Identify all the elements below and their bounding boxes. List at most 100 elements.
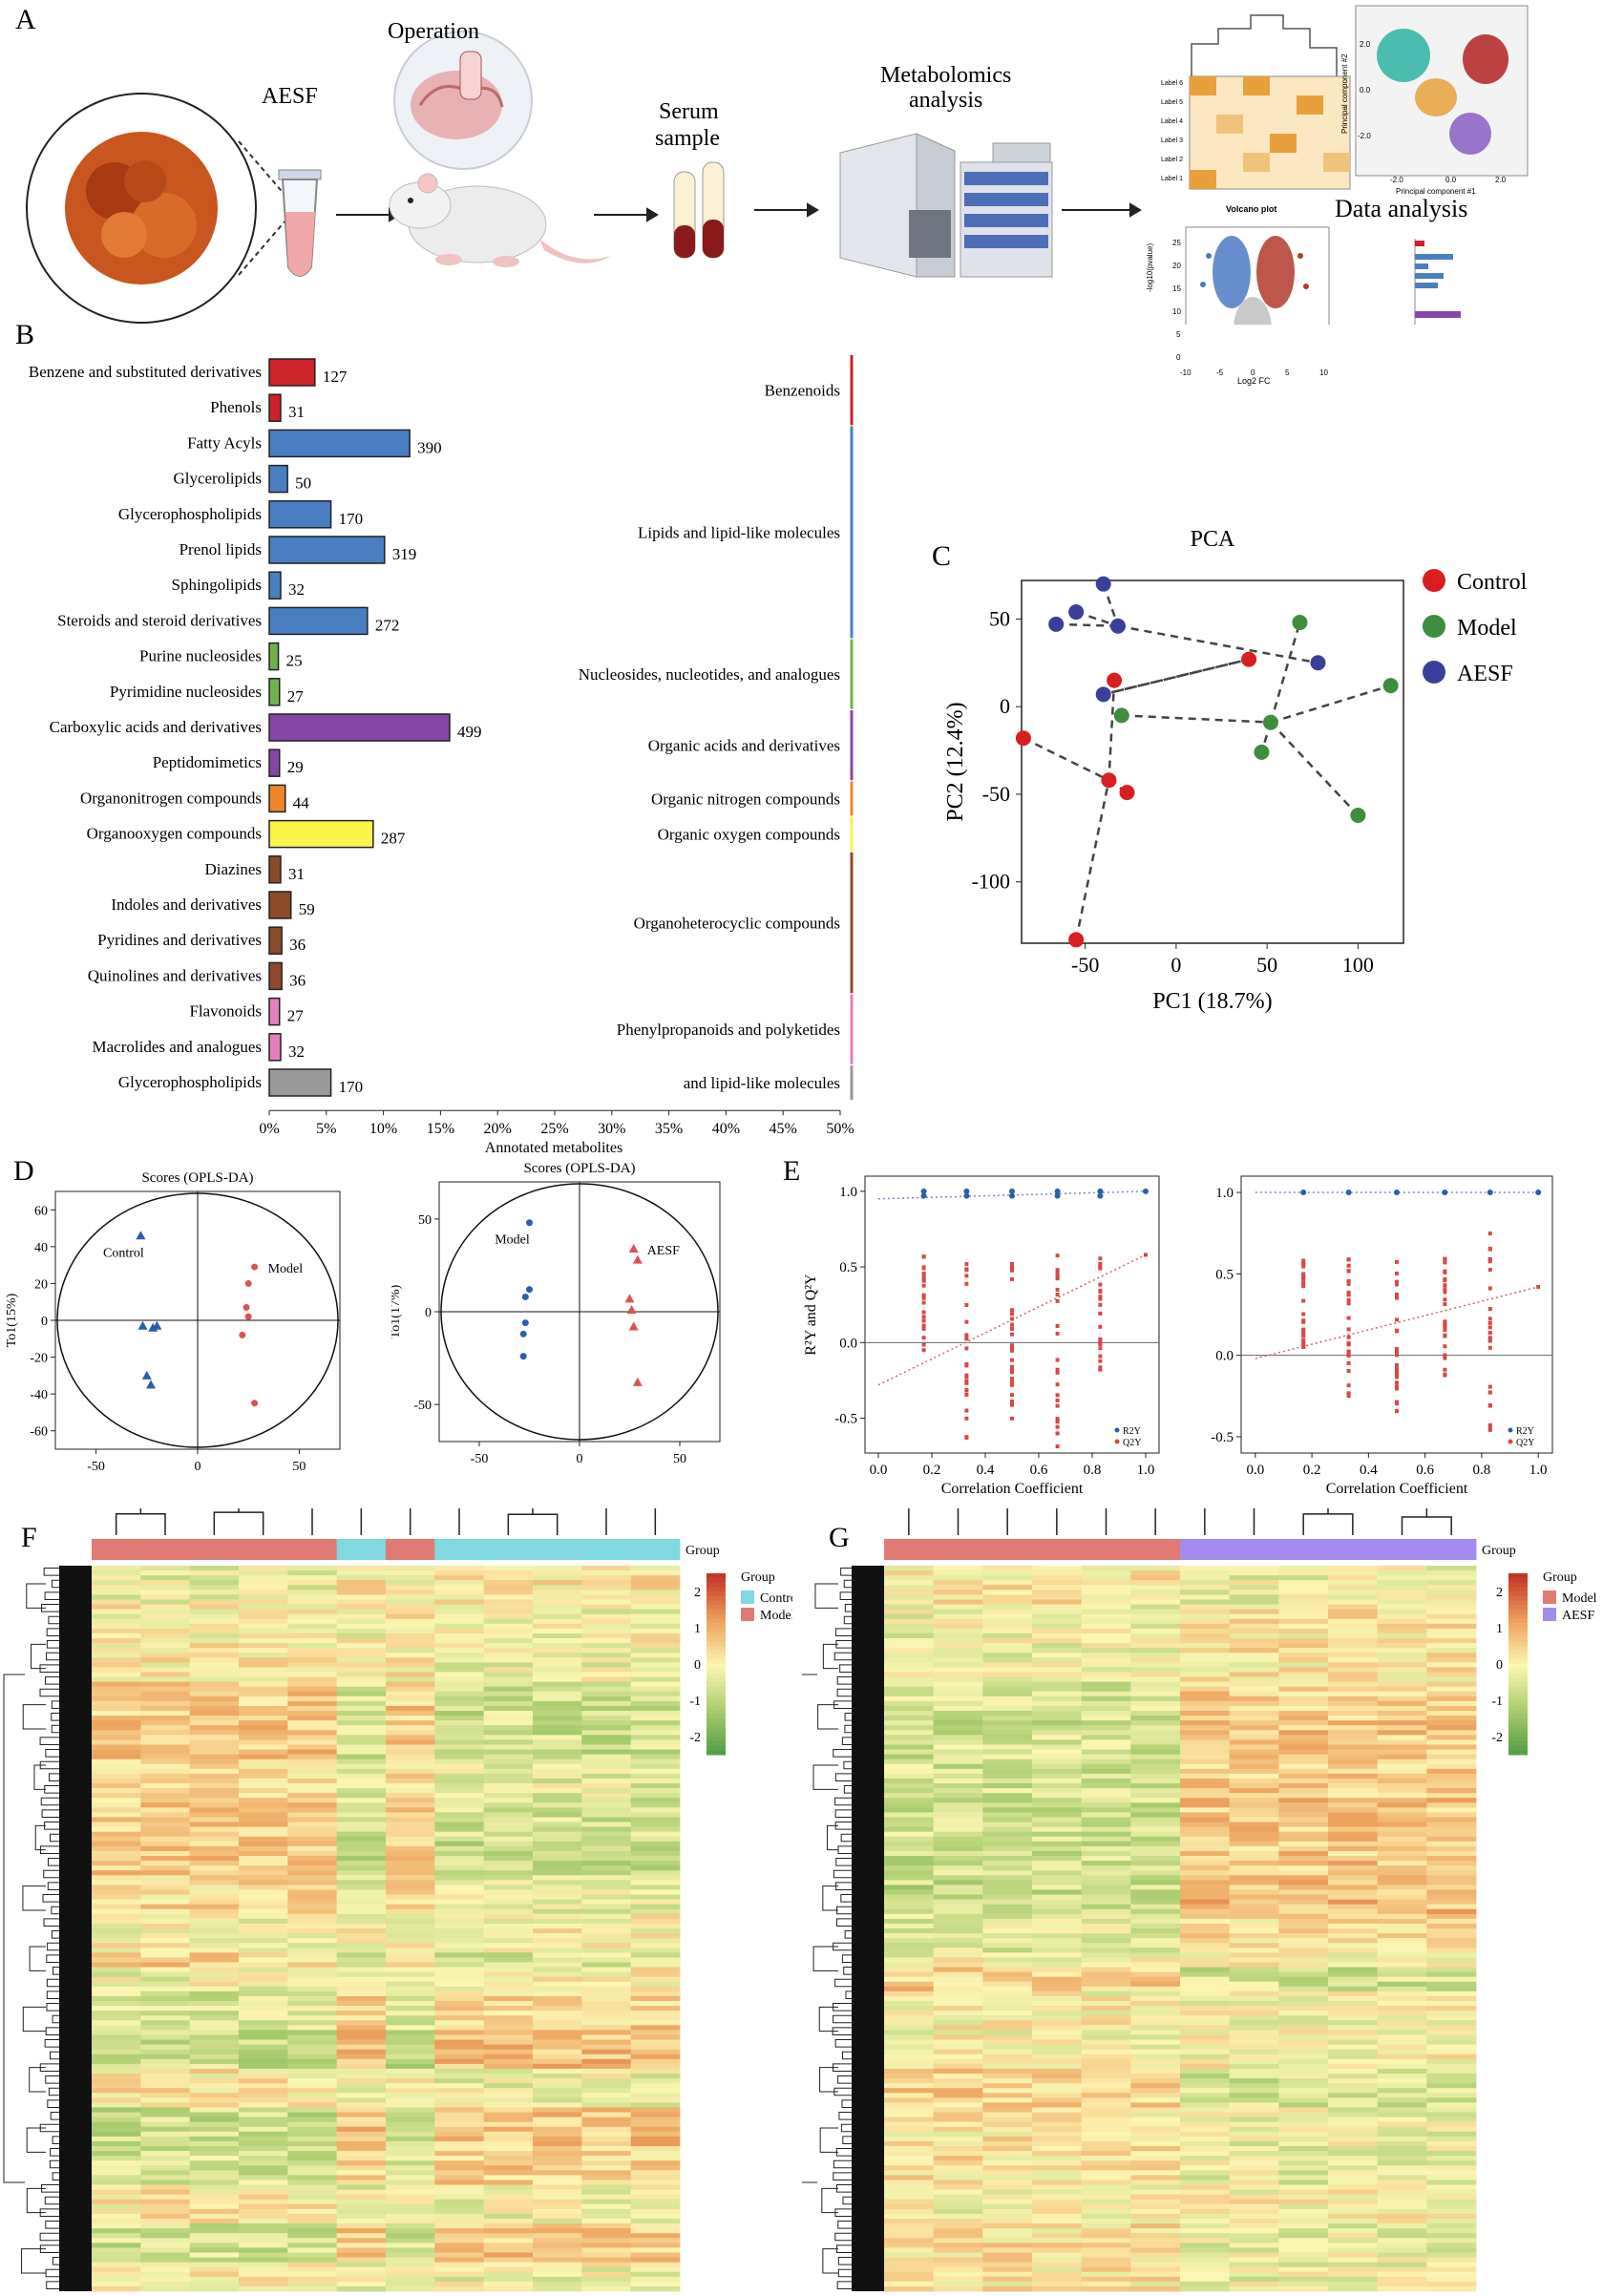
heatmap-g-cell-62-7 (1229, 1865, 1279, 1871)
heatmap-g-scale-band-12 (1508, 1628, 1528, 1633)
heatmap-g-cell-77-2 (982, 1938, 1033, 1944)
perm2-q2y-point-1-19 (1346, 1341, 1351, 1346)
heatmap-f-cell-94-4 (287, 2020, 338, 2026)
perm1-q2y-point-0-3 (921, 1326, 926, 1331)
heatmap-g-cell-95-9 (1328, 2025, 1379, 2031)
heatmap-f-cell-54-2 (189, 1826, 240, 1833)
heatmap-g-cell-107-6 (1180, 2083, 1231, 2089)
heatmap-f-cell-109-2 (189, 2093, 240, 2098)
heatmap-f-cell-40-7 (434, 1759, 485, 1765)
heatmap-f-cell-132-8 (483, 2203, 534, 2210)
heatmap-f-cell-48-4 (287, 1798, 338, 1803)
heatmap-f-cell-125-0 (92, 2170, 141, 2176)
heatmap-g-cell-62-4 (1081, 1865, 1131, 1871)
heatmap-g-cell-93-11 (1426, 2015, 1477, 2021)
heatmap-f-cell-17-7 (434, 1648, 485, 1654)
heatmap-f-cell-2-6 (386, 1575, 435, 1581)
heatmap-f-cell-0-11 (630, 1566, 681, 1571)
heatmap-f-cell-130-10 (581, 2194, 632, 2201)
heatmap-f-cell-52-3 (239, 1817, 288, 1822)
heatmap-g-cell-5-5 (1130, 1590, 1181, 1595)
heatmap-f-cell-13-2 (189, 1628, 240, 1634)
heatmap-g-annotation-cell-6 (1180, 1539, 1231, 1560)
heatmap-f-cell-36-6 (386, 1739, 435, 1745)
heatmap-f-cell-144-7 (434, 2262, 485, 2268)
heatmap-f-cell-76-10 (581, 1933, 632, 1939)
heatmap-g-cell-22-0 (884, 1672, 935, 1677)
heatmap-g-cell-22-2 (982, 1672, 1033, 1677)
heatmap-g-cell-87-2 (982, 1986, 1033, 1992)
heatmap-g-cell-3-10 (1377, 1580, 1427, 1586)
heatmap-f-cell-47-0 (92, 1793, 141, 1799)
heatmap-f-cell-54-3 (239, 1826, 288, 1833)
heatmap-g-cell-149-3 (1032, 2285, 1083, 2292)
heatmap-g-cell-75-10 (1377, 1928, 1427, 1934)
heatmap-g-cell-112-6 (1180, 2107, 1231, 2113)
heatmap-f-cell-136-8 (483, 2223, 534, 2229)
heatmap-f-cell-33-5 (336, 1725, 387, 1731)
bar-value-label-13: 287 (381, 830, 406, 848)
heatmap-f-cell-69-9 (533, 1899, 582, 1906)
heatmap-f-cell-131-4 (287, 2199, 338, 2205)
heatmap-g-cell-136-2 (982, 2223, 1033, 2229)
pc-ytick-2: -2.0 (1358, 132, 1371, 140)
heatmap-f-cell-120-5 (336, 2146, 387, 2152)
heatmap-g-cell-31-8 (1278, 1716, 1329, 1721)
heatmap-f-cell-29-4 (287, 1705, 338, 1712)
heatmap-f-cell-71-11 (630, 1908, 681, 1915)
heatmap-g-cell-90-6 (1180, 2001, 1231, 2007)
perm2-q2y-point-2-13 (1395, 1349, 1399, 1354)
heatmap-f-cell-100-2 (189, 2049, 240, 2055)
heatmap-g-cell-20-4 (1081, 1662, 1131, 1668)
heatmap-g-cell-107-1 (933, 2083, 983, 2089)
heatmap-f-cell-147-11 (630, 2276, 681, 2283)
opls2-point-aesf-1 (632, 1254, 643, 1264)
perm2-q2y-point-3-25 (1443, 1333, 1447, 1338)
heatmap-f-cell-121-5 (336, 2151, 387, 2157)
heatmap-g-cell-126-2 (982, 2175, 1033, 2180)
perm1-q2y-point-0-8 (921, 1272, 926, 1276)
heatmap-g-cell-109-9 (1328, 2093, 1379, 2098)
heatmap-f-cell-146-7 (434, 2271, 485, 2278)
heatmap-g-cell-91-7 (1229, 2006, 1279, 2012)
heatmap-f-cell-68-3 (239, 1894, 288, 1900)
heatmap-g-cell-112-2 (982, 2107, 1033, 2113)
perm2-q2y-point-2-4 (1395, 1372, 1399, 1377)
heatmap-f-cell-38-11 (630, 1749, 681, 1755)
heatmap-g-cell-143-5 (1130, 2257, 1181, 2263)
heatmap-g-cell-141-0 (884, 2247, 935, 2253)
heatmap-f-cell-30-11 (630, 1711, 681, 1717)
perm1-q2y-point-2-10 (1010, 1326, 1014, 1331)
bar-group-label-8: and lipid-like molecules (684, 1074, 840, 1092)
panel-label-a: A (15, 4, 36, 35)
heatmap-g-cell-63-3 (1032, 1870, 1083, 1876)
perm2-q2y-point-1-8 (1346, 1257, 1351, 1262)
heatmap-f-cell-21-3 (239, 1667, 288, 1673)
heatmap-g-cell-140-0 (884, 2243, 935, 2248)
heatmap-f-cell-104-11 (630, 2068, 681, 2075)
opls2-point-aesf-4 (628, 1321, 639, 1331)
heatmap-g-cell-32-7 (1229, 1720, 1279, 1726)
heatmap-f-cell-43-5 (336, 1773, 387, 1780)
heatmap-f-cell-103-8 (483, 2063, 534, 2070)
heatmap-g-cell-66-8 (1278, 1885, 1329, 1890)
heatmap-f-cell-132-9 (533, 2203, 582, 2210)
heatmap-g-cell-102-11 (1426, 2058, 1477, 2065)
heatmap-g-cell-50-7 (1229, 1807, 1279, 1813)
heatmap-f-cell-137-11 (630, 2228, 681, 2234)
heatmap-g-cell-22-3 (1032, 1672, 1083, 1677)
heatmap-f-cell-88-1 (140, 1991, 191, 1997)
heatmap-f-cell-67-1 (140, 1889, 191, 1895)
heatmap-f-cell-92-0 (92, 2011, 141, 2016)
heatmap-f-cell-114-8 (483, 2117, 534, 2123)
heatmap-g-cell-19-2 (982, 1657, 1033, 1663)
heatmap-f-cell-73-5 (336, 1918, 387, 1925)
heatmap-f-cell-45-1 (140, 1783, 191, 1789)
heatmap-g-cell-125-11 (1426, 2170, 1477, 2176)
heatmap-f-cell-58-10 (581, 1845, 632, 1852)
heatmap-f-cell-5-5 (336, 1590, 387, 1595)
heatmap-f-cell-47-10 (581, 1793, 632, 1799)
heatmap-g-cell-123-8 (1278, 2160, 1329, 2166)
heatmap-g-cell-35-3 (1032, 1735, 1083, 1740)
heatmap-f-cell-85-6 (386, 1976, 435, 1983)
